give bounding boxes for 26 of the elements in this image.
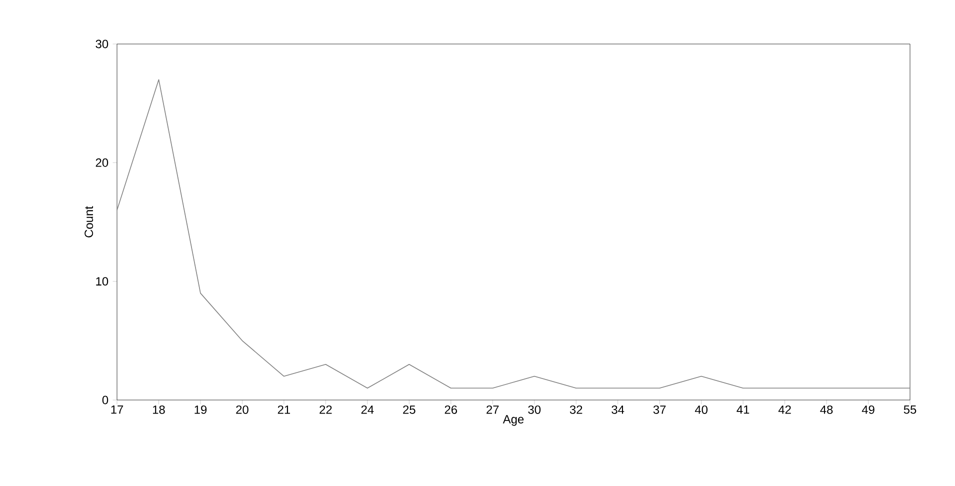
x-tick-label: 32 bbox=[570, 405, 582, 414]
x-tick-label: 41 bbox=[736, 405, 750, 414]
y-tick-label: 20 bbox=[96, 158, 108, 167]
x-tick-label: 18 bbox=[152, 405, 165, 414]
x-tick-label: 20 bbox=[236, 405, 248, 414]
x-tick-label: 24 bbox=[361, 405, 374, 414]
x-tick-label: 34 bbox=[612, 405, 624, 414]
x-tick-label: 25 bbox=[403, 405, 416, 414]
x-tick-label: 42 bbox=[778, 405, 791, 414]
x-tick-label: 55 bbox=[904, 405, 916, 414]
y-tick-label: 30 bbox=[96, 40, 108, 48]
x-tick-label: 40 bbox=[694, 405, 708, 414]
x-tick-label: 21 bbox=[278, 405, 290, 414]
y-tick-label: 0 bbox=[102, 396, 108, 404]
x-tick-label: 17 bbox=[111, 405, 124, 414]
x-tick-label: 22 bbox=[320, 405, 332, 414]
x-tick-label: 19 bbox=[194, 405, 207, 414]
x-tick-label: 49 bbox=[862, 405, 874, 414]
x-tick-label: 30 bbox=[528, 405, 541, 414]
y-axis-title: Count bbox=[84, 206, 94, 238]
x-tick-label: 37 bbox=[653, 405, 666, 414]
y-tick-label: 10 bbox=[96, 277, 108, 286]
x-axis-title: Age bbox=[502, 415, 524, 426]
x-tick-label: 27 bbox=[486, 405, 499, 414]
x-tick-label: 48 bbox=[820, 405, 833, 414]
x-tick-label: 26 bbox=[444, 405, 458, 414]
